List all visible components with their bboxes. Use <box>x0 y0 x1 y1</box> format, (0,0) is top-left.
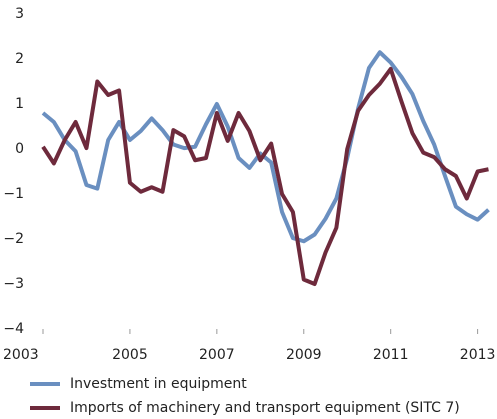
x-tick-label: 2003 <box>3 347 39 363</box>
y-tick-label: 0 <box>15 141 24 157</box>
x-tick-label: 2005 <box>112 347 148 363</box>
y-tick-label: −2 <box>3 231 24 247</box>
x-tick-label: 2009 <box>286 347 322 363</box>
y-tick-label: −1 <box>3 186 24 202</box>
x-tick-label: 2007 <box>199 347 235 363</box>
series-line <box>41 50 490 244</box>
x-tick-label: 2013 <box>460 347 496 363</box>
y-tick-label: 3 <box>15 6 24 22</box>
legend-label: Investment in equipment <box>70 376 247 392</box>
y-tick-label: −4 <box>3 321 24 337</box>
x-tick-label: 2011 <box>373 347 409 363</box>
y-tick-label: 1 <box>15 96 24 112</box>
y-tick-label: 2 <box>15 51 24 67</box>
series-line <box>41 66 489 286</box>
y-tick-label: −3 <box>3 276 24 292</box>
legend-label: Imports of machinery and transport equip… <box>70 400 460 416</box>
